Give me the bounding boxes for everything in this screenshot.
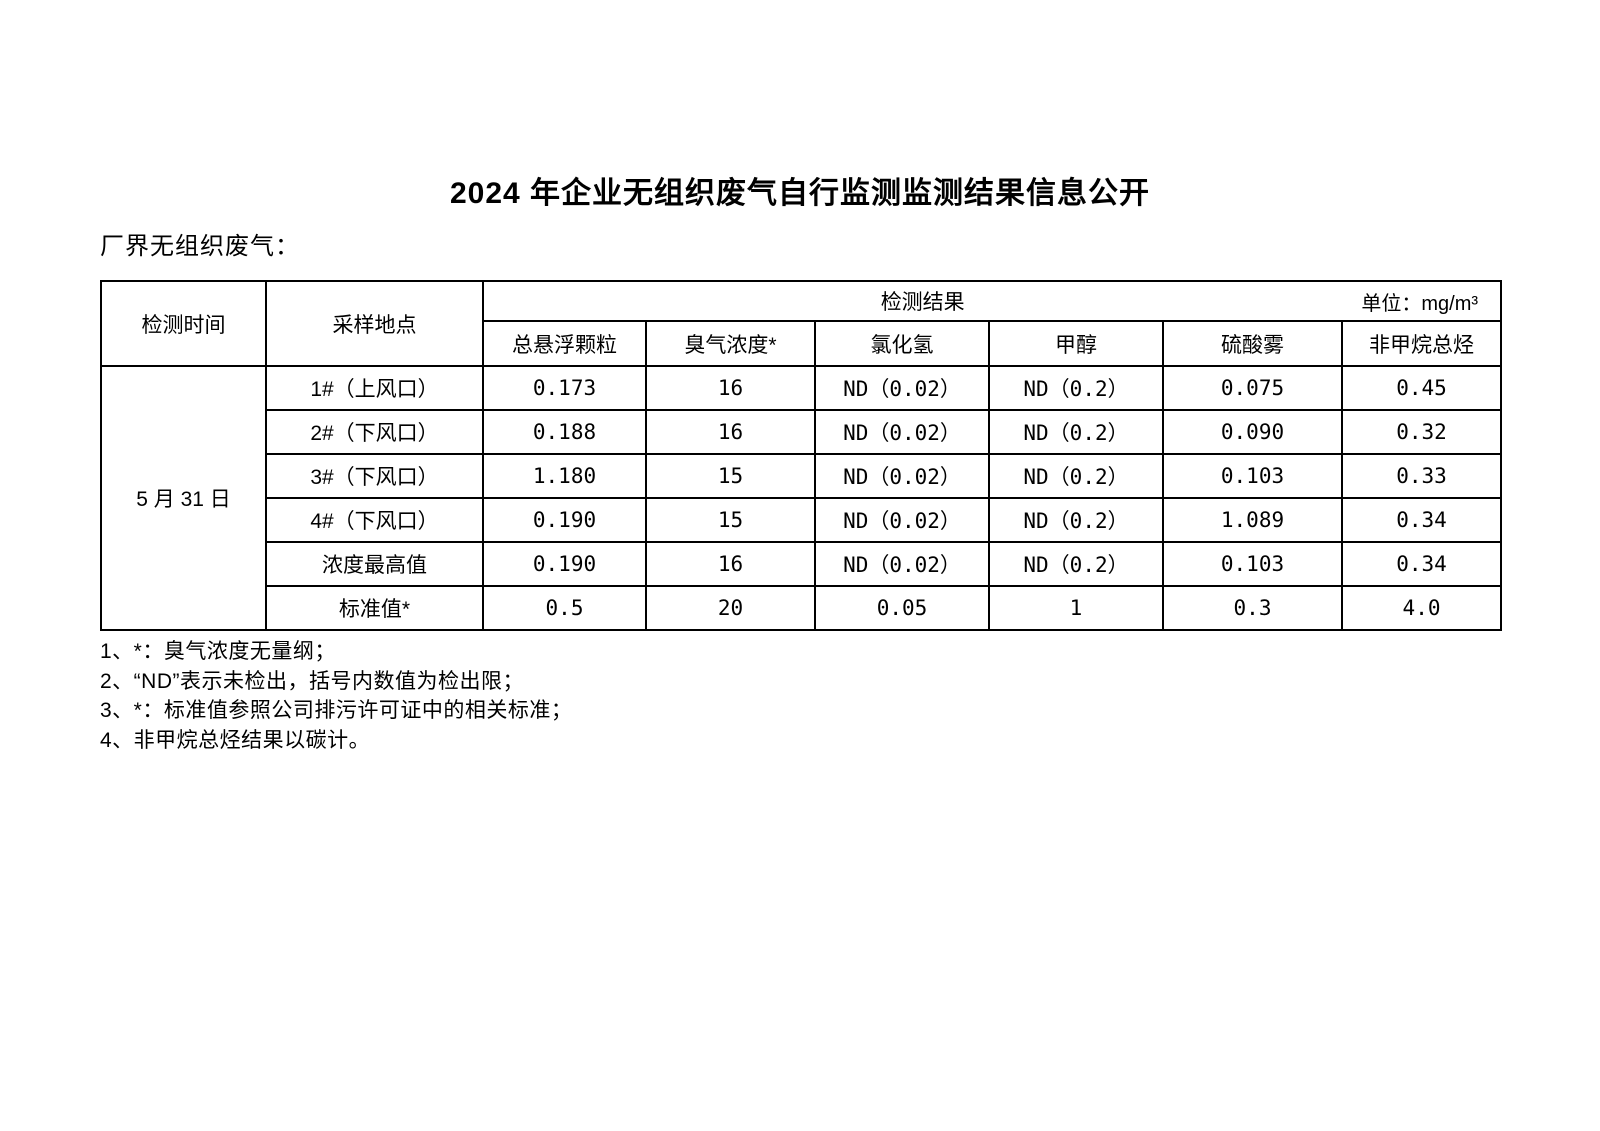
location-cell: 3#（下风口） [265, 453, 484, 499]
results-group-label: 检测结果 [880, 291, 965, 314]
value-cell: 0.173 [482, 365, 647, 411]
header-cell-pollutant-tsp: 总悬浮颗粒 [482, 320, 647, 367]
value-cell: 20 [645, 585, 816, 631]
page-title: 2024 年企业无组织废气自行监测监测结果信息公开 [449, 177, 1151, 210]
header-cell-pollutant-methanol: 甲醇 [988, 320, 1164, 367]
value-cell: 0.33 [1340, 453, 1503, 499]
unit-label: 单位：mg/m³ [1361, 292, 1479, 315]
footnote: 2、“ND”表示未检出，括号内数值为检出限； [100, 669, 524, 693]
value-cell: ND（0.2） [988, 453, 1164, 499]
table-row: 浓度最高值 0.190 16 ND（0.02） ND（0.2） 0.103 0.… [101, 541, 1503, 587]
header-cell-pollutant-odor: 臭气浓度* [645, 320, 816, 367]
value-cell: 0.34 [1340, 541, 1503, 587]
date-cell: 5 月 31 日 [100, 365, 267, 631]
footnote: 1、*：臭气浓度无量纲； [100, 640, 336, 663]
location-cell: 浓度最高值 [265, 541, 484, 587]
value-cell: 0.05 [814, 585, 990, 631]
value-cell: ND（0.02） [814, 453, 990, 499]
header-cell-pollutant-h2so4-mist: 硫酸雾 [1162, 320, 1343, 367]
value-cell: ND（0.2） [988, 409, 1164, 455]
location-cell: 标准值* [265, 585, 484, 631]
location-cell: 2#（下风口） [265, 409, 484, 455]
value-cell: 0.190 [482, 541, 647, 587]
value-cell: 4.0 [1340, 585, 1503, 631]
footnote: 4、非甲烷总烃结果以碳计。 [100, 728, 371, 752]
value-cell: 1 [988, 585, 1164, 631]
value-cell: 15 [645, 497, 816, 543]
monitoring-results-table: 检测时间 采样地点 检测结果 单位：mg/m³ 总悬浮颗粒 臭气浓度* 氯化氢 … [100, 280, 1503, 631]
footnote: 3、*：标准值参照公司排污许可证中的相关标准； [100, 699, 573, 722]
header-cell-pollutant-nmhc: 非甲烷总烃 [1340, 320, 1503, 367]
value-cell: 0.45 [1340, 365, 1503, 411]
location-cell: 4#（下风口） [265, 497, 484, 543]
value-cell: 0.190 [482, 497, 647, 543]
value-cell: 0.075 [1162, 365, 1343, 411]
table-row: 5 月 31 日 1#（上风口） 0.173 16 ND（0.02） ND（0.… [100, 365, 1503, 631]
value-cell: ND（0.02） [814, 541, 990, 587]
value-cell: ND（0.02） [814, 409, 990, 455]
value-cell: 0.103 [1162, 453, 1343, 499]
table-header-row-1: 检测时间 采样地点 检测结果 单位：mg/m³ [100, 280, 1503, 367]
value-cell: ND（0.2） [988, 497, 1164, 543]
table-header-row-2: 总悬浮颗粒 臭气浓度* 氯化氢 甲醇 硫酸雾 非甲烷总烃 [101, 320, 1503, 367]
value-cell: 1.089 [1162, 497, 1343, 543]
value-cell: 0.5 [482, 585, 647, 631]
footnotes-block: 1、*：臭气浓度无量纲； 2、“ND”表示未检出，括号内数值为检出限； 3、*：… [100, 637, 572, 755]
table-row: 4#（下风口） 0.190 15 ND（0.02） ND（0.2） 1.089 … [101, 497, 1503, 543]
value-cell: ND（0.2） [988, 541, 1164, 587]
value-cell: 0.32 [1340, 409, 1503, 455]
value-cell: 0.090 [1162, 409, 1343, 455]
value-cell: 16 [645, 365, 816, 411]
section-label: 厂界无组织废气： [100, 233, 300, 260]
table-row: 2#（下风口） 0.188 16 ND（0.02） ND（0.2） 0.090 … [101, 409, 1503, 455]
value-cell: 0.34 [1340, 497, 1503, 543]
value-cell: ND（0.2） [988, 365, 1164, 411]
value-cell: 0.3 [1162, 585, 1343, 631]
value-cell: 1.180 [482, 453, 647, 499]
header-cell-pollutant-hcl: 氯化氢 [814, 320, 990, 367]
value-cell: 16 [645, 541, 816, 587]
location-cell: 1#（上风口） [265, 365, 484, 411]
table-row: 标准值* 0.5 20 0.05 1 0.3 4.0 [101, 585, 1503, 631]
header-cell-results-group: 检测结果 单位：mg/m³ [481, 280, 1503, 322]
table-row: 3#（下风口） 1.180 15 ND（0.02） ND（0.2） 0.103 … [101, 453, 1503, 499]
results-group-header: 检测结果 单位：mg/m³ [485, 286, 1499, 316]
value-cell: ND（0.02） [814, 365, 990, 411]
header-cell-location: 采样地点 [265, 280, 484, 367]
value-cell: 15 [645, 453, 816, 499]
value-cell: 0.188 [482, 409, 647, 455]
value-cell: 16 [645, 409, 816, 455]
value-cell: 0.103 [1162, 541, 1343, 587]
value-cell: ND（0.02） [814, 497, 990, 543]
header-cell-time: 检测时间 [100, 280, 267, 367]
